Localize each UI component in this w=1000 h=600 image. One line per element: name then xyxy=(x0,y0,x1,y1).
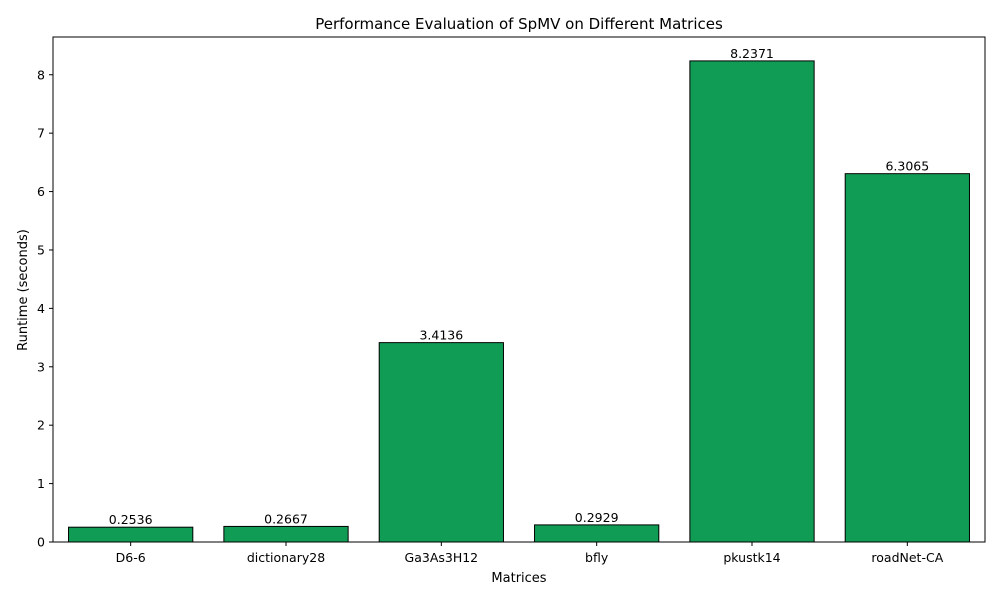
data-label: 6.3065 xyxy=(885,159,929,174)
data-label: 3.4136 xyxy=(419,328,463,343)
x-tick-label: pkustk14 xyxy=(723,550,780,565)
y-tick-label: 7 xyxy=(37,126,45,141)
y-tick-label: 4 xyxy=(37,301,45,316)
x-axis-label: Matrices xyxy=(491,571,546,586)
bars-group xyxy=(68,60,970,543)
x-tick-label: Ga3As3H12 xyxy=(405,550,479,565)
data-label: 0.2667 xyxy=(264,511,308,526)
bar-ga3as3h12 xyxy=(378,342,504,543)
y-tick-label: 5 xyxy=(37,242,45,257)
data-label: 0.2929 xyxy=(575,510,619,525)
bar-roadnet-ca xyxy=(844,173,970,543)
bar-d6-6 xyxy=(68,526,194,543)
data-label: 8.2371 xyxy=(730,46,774,61)
x-axis: D6-6 dictionary28 Ga3As3H12 bfly pkustk14 roa… xyxy=(116,542,944,565)
bar-bfly xyxy=(534,524,660,543)
x-tick-label: dictionary28 xyxy=(247,550,325,565)
y-tick-label: 2 xyxy=(37,418,45,433)
chart-title: Performance Evaluation of SpMV on Differ… xyxy=(315,15,723,33)
x-tick-label: bfly xyxy=(585,550,609,565)
y-axis-label: Runtime (seconds) xyxy=(16,229,31,351)
y-tick-label: 8 xyxy=(37,67,45,82)
data-labels-group: 0.2536 0.2667 3.4136 0.2929 8.2371 6.3065 xyxy=(109,46,929,527)
y-tick-label: 3 xyxy=(37,359,45,374)
y-tick-label: 1 xyxy=(37,476,45,491)
y-tick-label: 0 xyxy=(37,535,45,550)
plot-area: 0.2536 0.2667 3.4136 0.2929 8.2371 6.3065 0 1 2… xyxy=(37,36,986,565)
data-label: 0.2536 xyxy=(109,512,153,527)
y-tick-label: 6 xyxy=(37,184,45,199)
x-tick-label: D6-6 xyxy=(116,550,146,565)
x-tick-label: roadNet-CA xyxy=(871,550,943,565)
y-axis: 0 1 2 3 4 5 6 7 8 xyxy=(37,67,53,550)
bar-pkustk14 xyxy=(689,60,815,543)
bar-dictionary28 xyxy=(223,525,349,543)
axes-frame xyxy=(52,36,986,543)
